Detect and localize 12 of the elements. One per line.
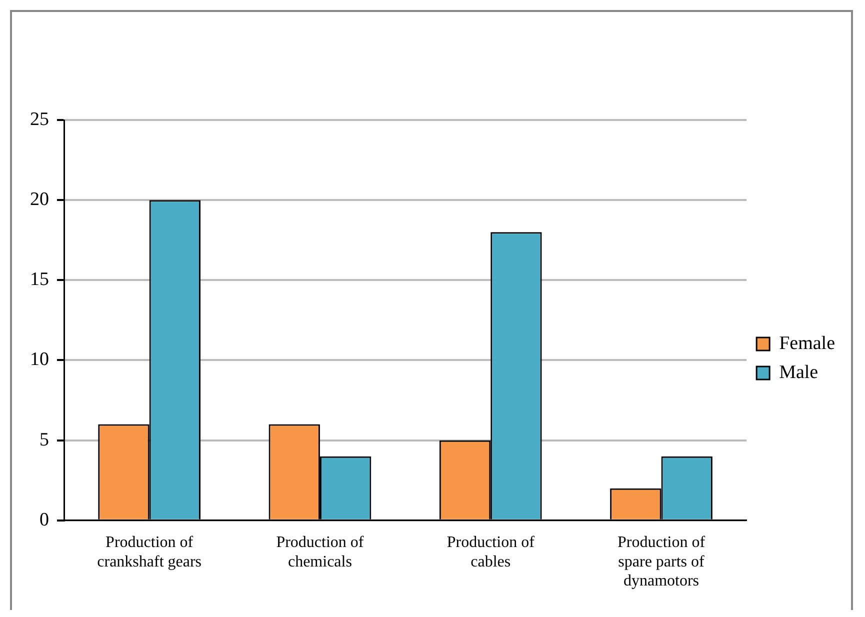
y-tick-label: 5 <box>40 429 49 450</box>
y-tick-label: 20 <box>30 189 49 210</box>
y-tick-label: 0 <box>40 509 49 530</box>
x-tick-label: Production of cables <box>446 534 536 570</box>
x-tick-label: Production of chemicals <box>276 534 364 570</box>
legend-label: Female <box>779 332 836 354</box>
legend-label: Male <box>779 362 818 383</box>
y-tick-label: 10 <box>30 349 49 370</box>
y-tick-label: 15 <box>30 269 49 290</box>
x-tick-label: Production of spare parts of dynamotors <box>617 534 706 590</box>
x-tick-label: Production of crankshaft gears <box>97 534 202 570</box>
y-tick-label: 25 <box>30 108 49 130</box>
